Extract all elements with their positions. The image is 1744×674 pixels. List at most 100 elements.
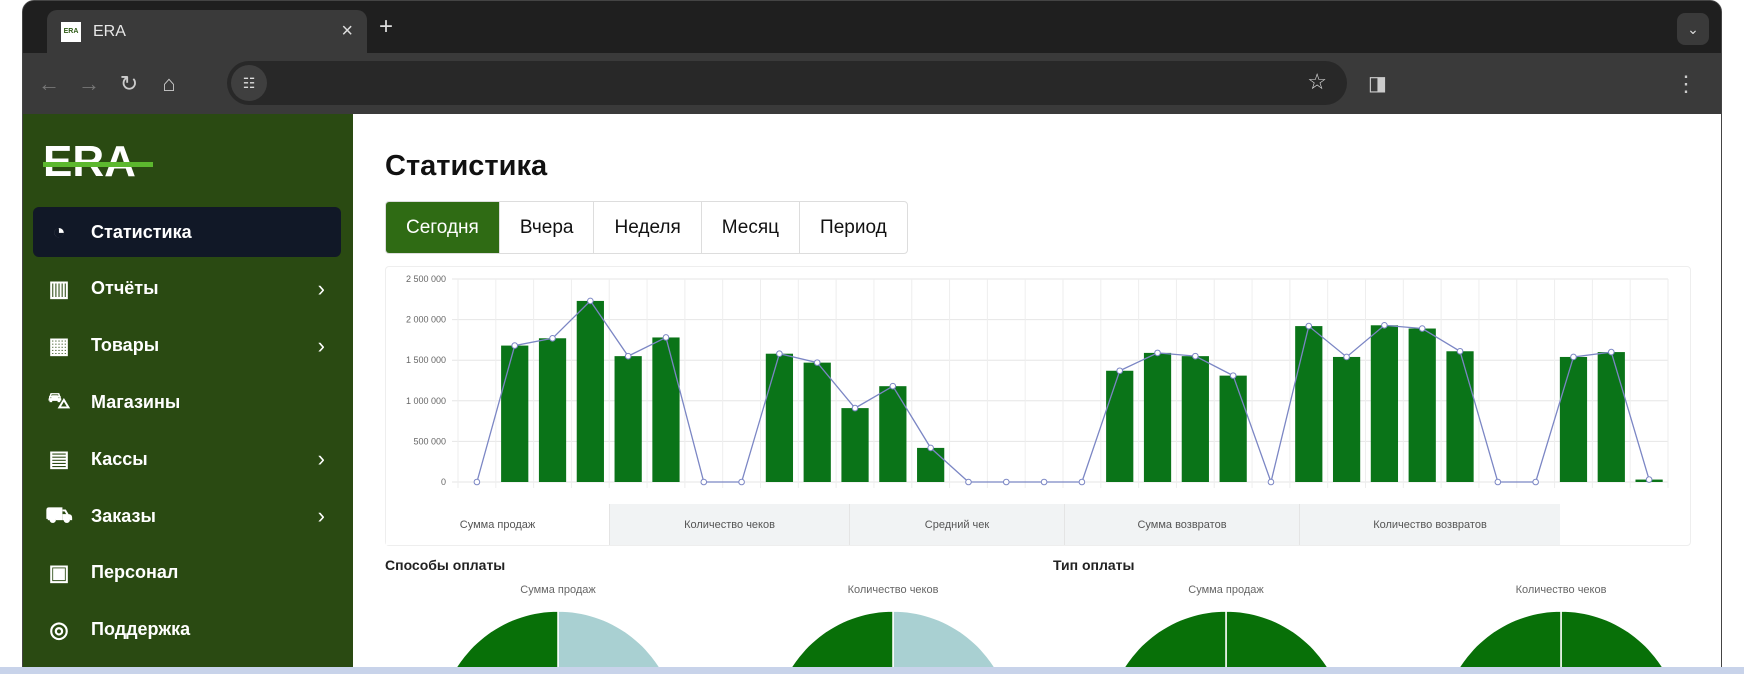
bar [803,362,831,482]
line-point [1192,352,1199,360]
menu-kebab-icon[interactable]: ⋮ [1675,70,1697,96]
pie-slice [438,610,559,668]
bar [614,356,642,482]
sidebar-item-6[interactable]: ▣ Персонал [33,548,341,598]
pie-chart: Количество чеков [1411,584,1711,668]
bar [1408,328,1436,482]
sales-chart-card: 0 500 000 1 000 000 1 500 000 2 000 000 2 500… [385,266,1691,546]
pie-chart: Количество чеков [743,584,1043,668]
y-tick-label: 0 [441,477,446,487]
sidebar-item-4[interactable]: ▤ Кассы › [33,434,341,484]
line-point [1494,478,1502,486]
bar [1143,352,1172,482]
bar [1106,370,1134,482]
bottom-band [0,667,1744,674]
line-point [1267,478,1275,486]
line-point [1418,325,1426,332]
y-tick-label: 1 500 000 [406,355,446,365]
chevron-right-icon: › [317,332,325,358]
line-point [511,342,519,349]
address-bar[interactable]: ☷ ☆ [227,61,1347,105]
bar [1597,352,1625,482]
period-tab-2[interactable]: Неделя [594,202,702,253]
bar [1446,351,1474,482]
line-point [1154,349,1161,357]
sidebar-item-label: Товары [91,335,160,356]
pie-slice [1441,610,1562,668]
line-point [1570,353,1577,361]
metric-tab-4[interactable]: Количество возвратов [1299,504,1560,545]
period-tab-4[interactable]: Период [820,216,887,238]
line-point [624,352,632,360]
y-tick-label: 1 000 000 [406,396,446,406]
reload-icon[interactable]: ↻ [119,70,139,96]
sidebar-item-3[interactable]: ⛍ Магазины [33,377,341,427]
page-title: Статистика [385,150,548,182]
truck-icon: ⛟ [45,501,73,527]
bar [765,353,794,482]
sidebar: ERA ◔ Статистика ▥ Отчёты › ▦ Товары › ⛍ Магазины… [23,114,353,673]
pie-title: Сумма продаж [1188,584,1264,596]
sidebar-item-0[interactable]: ◔ Статистика [33,207,341,257]
bar [538,338,567,482]
bar-chart-icon: ▥ [48,275,70,301]
id-card-icon: ▣ [48,559,70,585]
line-point [1040,478,1048,486]
sidebar-item-5[interactable]: ⛟ Заказы › [33,491,341,541]
pie-chart: Сумма продаж [408,584,708,668]
line-point [1305,322,1313,330]
sidebar-item-label: Кассы [91,448,148,469]
payment-type-title: Тип оплаты [1053,557,1135,573]
home-icon[interactable]: ⌂ [162,70,176,96]
line-point [1381,321,1388,329]
chevron-right-icon: › [317,275,325,301]
metric-tab-1[interactable]: Количество чеков [609,504,849,545]
period-tab-3[interactable]: Месяц [702,202,801,253]
pie-slice [1225,610,1346,668]
period-tab-0[interactable]: Сегодня [386,202,500,253]
pie-slice [557,610,678,668]
browser-toolbar: ← → ↻ ⌂ ☷ ☆ ◨ ⋮ [23,53,1721,114]
side-panel-icon[interactable]: ◨ [1368,73,1387,95]
new-tab-button[interactable]: + [379,13,394,40]
metric-tab-3[interactable]: Сумма возвратов [1064,504,1299,545]
y-tick-label: 2 500 000 [406,274,446,284]
browser-tab[interactable]: ERA ERA × [47,10,367,53]
pie-slice [1560,610,1681,668]
chevron-right-icon: › [317,503,325,528]
line-point [1607,348,1615,356]
bookmark-star-icon[interactable]: ☆ [1307,69,1327,94]
sidebar-item-label: Заказы [91,505,156,526]
line-point [473,478,481,486]
line-point [889,382,897,390]
metric-tab-2[interactable]: Средний чек [849,504,1064,545]
line-point [1229,372,1237,379]
line-point [1002,478,1010,486]
bar [1559,356,1588,482]
bar [841,408,869,482]
metric-tab-0[interactable]: Сумма продаж [386,504,609,545]
pie-chart: Сумма продаж [1076,584,1376,668]
line-point [549,334,556,342]
line-point [1645,476,1653,483]
bar [1370,325,1399,482]
line-point [813,359,821,366]
pie-slice [1106,610,1227,668]
sidebar-item-7[interactable]: ◎ Поддержка [33,605,341,655]
pie-slice [892,610,1013,668]
sidebar-item-1[interactable]: ▥ Отчёты › [33,264,341,314]
line-point [700,478,708,486]
tab-search-chevron-icon[interactable]: ⌄ [1677,13,1709,45]
line-point [1532,478,1539,486]
site-settings-icon[interactable]: ☷ [231,65,267,101]
line-point [662,334,670,341]
pie-slice [773,610,894,668]
forward-icon[interactable]: → [78,70,100,96]
period-tab-1[interactable]: Вчера [500,202,595,253]
pie-title: Количество чеков [1515,584,1607,596]
sidebar-item-2[interactable]: ▦ Товары › [33,321,341,371]
close-tab-icon[interactable]: × [341,20,353,42]
calculator-icon: ▤ [48,446,70,472]
line-point [1078,478,1086,486]
back-icon[interactable]: ← [38,70,60,96]
